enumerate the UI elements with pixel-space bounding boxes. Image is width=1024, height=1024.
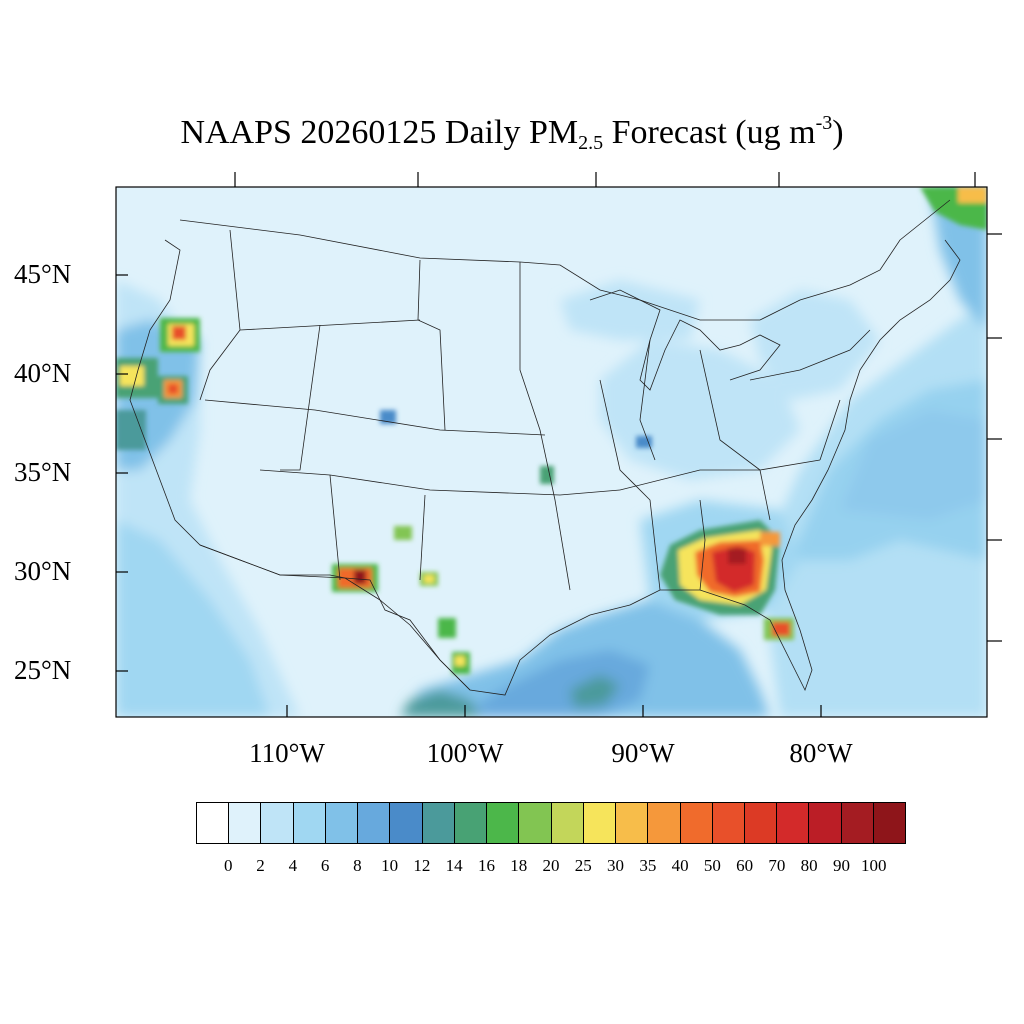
tx-south-1	[438, 618, 456, 638]
nm-core	[354, 570, 366, 584]
colorbar-box	[712, 803, 745, 843]
boundaries	[129, 199, 961, 696]
colorbar-label: 12	[413, 856, 431, 875]
mexico-border	[199, 544, 471, 691]
colorbar-box	[422, 803, 455, 843]
tx-south-2-core	[455, 656, 465, 666]
colorbar-box	[744, 803, 778, 843]
colorbar-label: 70	[768, 856, 786, 875]
great-lakes	[589, 289, 781, 391]
colorbar-box	[551, 803, 584, 843]
colorbar-box	[777, 803, 810, 843]
colorbar-box	[519, 803, 552, 843]
colorbar-label: 30	[607, 856, 625, 875]
lon-label-100w: 100°W	[426, 738, 504, 768]
colorbar-label: 16	[477, 856, 495, 875]
colorbar-box	[197, 803, 230, 843]
colorbar-label: 0	[224, 856, 233, 875]
colorbar-box	[873, 803, 906, 843]
colorbar-box	[325, 803, 359, 843]
colorbar-box	[454, 803, 488, 843]
colorbar-label: 50	[703, 856, 721, 875]
gulf-green	[570, 675, 620, 708]
canada-border	[179, 199, 951, 321]
colorbar-label: 14	[445, 856, 463, 875]
great-lakes-field	[560, 280, 700, 340]
map-frame	[115, 186, 988, 718]
lat-label-30: 30°N	[14, 556, 72, 586]
colorbar-box	[583, 803, 617, 843]
title-text: NAAPS 20260125 Daily PM	[180, 114, 579, 151]
colorbar-box	[680, 803, 713, 843]
chart-title: NAAPS 20260125 Daily PM2.5 Forecast (ug …	[0, 112, 1024, 155]
colorbar-box	[487, 803, 520, 843]
lat-label-45: 45°N	[14, 259, 72, 289]
nevada-core	[168, 384, 178, 394]
lat-label-40: 40°N	[14, 358, 72, 388]
colorbar-box	[293, 803, 326, 843]
title-superscript: -3	[815, 112, 833, 134]
georgia-peak	[728, 548, 746, 564]
california-mid	[120, 366, 144, 386]
lon-label-80w: 80°W	[789, 738, 853, 768]
colorbar-box	[229, 803, 262, 843]
lat-label-35: 35°N	[14, 457, 72, 487]
mexico-pacific-field	[116, 520, 270, 717]
colorbar	[196, 802, 906, 844]
tx-spot-1-core	[424, 575, 434, 583]
colorado-spot	[380, 410, 396, 424]
axis-ticks	[116, 172, 1002, 717]
mexico-plume	[400, 690, 480, 717]
title-subscript: 2.5	[578, 132, 604, 154]
colorbar-label: 100	[860, 856, 887, 875]
colorbar-label: 25	[574, 856, 592, 875]
colorbar-label: 2	[256, 856, 265, 875]
us-outline	[129, 239, 961, 696]
atlantic-outer	[760, 300, 987, 717]
illinois-spot	[636, 436, 652, 448]
colorbar-label: 4	[288, 856, 298, 875]
colorbar-label: 18	[510, 856, 528, 875]
title-close: )	[832, 114, 844, 151]
colorbar-label: 6	[320, 856, 330, 875]
colorbar-box	[390, 803, 423, 843]
colorbar-box	[261, 803, 294, 843]
hotspots	[116, 187, 987, 674]
colorbar-box	[809, 803, 842, 843]
colorbar-label: 20	[542, 856, 560, 875]
title-units: Forecast (ug m	[603, 114, 816, 151]
colorbar-label: 40	[671, 856, 689, 875]
colorbar-box	[841, 803, 874, 843]
colorbar-box	[648, 803, 681, 843]
kansas-spot	[540, 466, 554, 484]
colorbar-label: 35	[639, 856, 657, 875]
northeast-field	[750, 290, 880, 400]
colorbar-label: 10	[381, 856, 399, 875]
colorbar-label: 90	[832, 856, 850, 875]
oregon-core	[172, 326, 186, 340]
lon-label-90w: 90°W	[611, 738, 675, 768]
nm-spot-2	[394, 526, 412, 540]
lat-label-25: 25°N	[14, 655, 72, 685]
colorbar-label: 8	[353, 856, 362, 875]
sc-coast-spot	[760, 532, 780, 546]
colorbar-box	[616, 803, 649, 843]
quebec-core	[958, 187, 987, 203]
lon-label-110w: 110°W	[249, 738, 325, 768]
colorbar-label: 60	[736, 856, 754, 875]
colorbar-label: 80	[800, 856, 818, 875]
colorbar-box	[358, 803, 391, 843]
